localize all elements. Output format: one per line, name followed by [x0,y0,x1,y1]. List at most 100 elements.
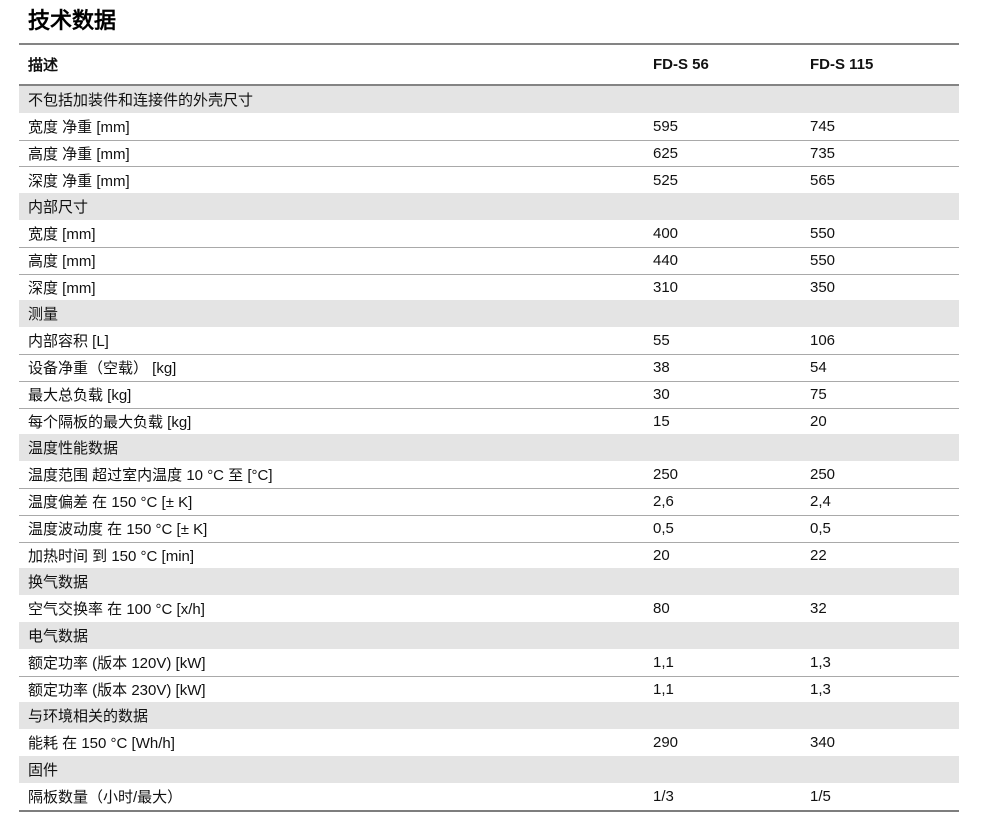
row-label: 温度偏差 在 150 °C [± K] [28,494,193,512]
table-row: 内部容积 [L] 55 106 [19,327,959,354]
table-row: 额定功率 (版本 120V) [kW] 1,1 1,3 [19,649,959,676]
section-row: 固件 [19,755,959,783]
row-label: 最大总负载 [kg] [28,387,132,405]
row-label: 空气交换率 在 100 °C [x/h] [28,601,205,619]
row-label: 每个隔板的最大负载 [kg] [28,413,192,431]
value-fds115: 340 [810,734,836,752]
table-row: 空气交换率 在 100 °C [x/h] 80 32 [19,595,959,622]
value-fds115: 1,3 [810,680,831,698]
table-row: 宽度 净重 [mm] 595 745 [19,113,959,140]
row-label: 内部容积 [L] [28,333,109,351]
row-label: 设备净重（空载） [kg] [28,360,177,378]
row-label: 额定功率 (版本 120V) [kW] [28,654,206,672]
value-fds115: 54 [810,359,827,377]
column-header-fds56: FD-S 56 [653,56,709,73]
table-row: 最大总负载 [kg] 30 75 [19,380,959,408]
value-fds56: 20 [653,546,670,564]
value-fds115: 75 [810,386,827,404]
value-fds56: 290 [653,734,679,752]
section-row: 电气数据 [19,621,959,649]
row-label: 温度范围 超过室内温度 10 °C 至 [°C] [28,467,273,485]
value-fds115: 565 [810,171,836,189]
value-fds56: 1,1 [653,653,674,671]
value-fds56: 1/3 [653,787,674,805]
value-fds56: 440 [653,252,679,270]
row-label: 高度 [mm] [28,253,96,271]
value-fds115: 1,3 [810,653,831,671]
section-label: 电气数据 [28,627,89,645]
table-row: 宽度 [mm] 400 550 [19,220,959,247]
value-fds56: 1,1 [653,680,674,698]
section-row: 测量 [19,300,959,328]
table-header-row: 描述 FD-S 56 FD-S 115 [19,43,959,86]
section-label: 温度性能数据 [28,440,119,458]
column-header-fds115: FD-S 115 [810,56,874,73]
row-label: 深度 [mm] [28,279,96,297]
value-fds115: 1/5 [810,787,831,805]
value-fds56: 80 [653,600,670,618]
section-label: 内部尺寸 [28,199,89,217]
value-fds115: 2,4 [810,493,831,511]
row-label: 能耗 在 150 °C [Wh/h] [28,735,175,753]
value-fds115: 0,5 [810,520,831,538]
row-label: 宽度 净重 [mm] [28,118,130,136]
row-label: 温度波动度 在 150 °C [± K] [28,521,208,539]
row-label: 加热时间 到 150 °C [min] [28,547,195,565]
section-label: 固件 [28,761,59,779]
value-fds56: 55 [653,332,670,350]
table-row: 温度波动度 在 150 °C [± K] 0,5 0,5 [19,514,959,542]
value-fds56: 2,6 [653,493,674,511]
value-fds56: 250 [653,466,679,484]
section-label: 与环境相关的数据 [28,708,149,726]
row-label: 高度 净重 [mm] [28,145,130,163]
value-fds115: 106 [810,332,836,350]
value-fds56: 400 [653,224,679,242]
table-row: 高度 净重 [mm] 625 735 [19,139,959,167]
value-fds115: 22 [810,546,827,564]
table-row: 隔板数量（小时/最大） 1/3 1/5 [19,783,959,810]
table-row: 能耗 在 150 °C [Wh/h] 290 340 [19,729,959,756]
value-fds56: 595 [653,117,679,135]
section-label: 测量 [28,306,59,324]
table-body: 不包括加装件和连接件的外壳尺寸 宽度 净重 [mm] 595 745 高度 净重 [mm… [19,86,959,812]
table-row: 加热时间 到 150 °C [min] 20 22 [19,541,959,569]
value-fds115: 250 [810,466,836,484]
row-label: 隔板数量（小时/最大） [28,788,183,806]
value-fds115: 350 [810,278,836,296]
section-row: 内部尺寸 [19,193,959,220]
section-row: 温度性能数据 [19,434,959,462]
row-label: 宽度 [mm] [28,225,96,243]
table-row: 额定功率 (版本 230V) [kW] 1,1 1,3 [19,675,959,703]
value-fds56: 30 [653,386,670,404]
table-row: 设备净重（空载） [kg] 38 54 [19,353,959,381]
section-row: 换气数据 [19,568,959,596]
value-fds115: 20 [810,412,827,430]
row-label: 深度 净重 [mm] [28,172,130,190]
table-row: 每个隔板的最大负载 [kg] 15 20 [19,407,959,435]
value-fds56: 38 [653,359,670,377]
technical-data-table: 描述 FD-S 56 FD-S 115 不包括加装件和连接件的外壳尺寸 宽度 净重… [19,43,959,812]
table-row: 温度偏差 在 150 °C [± K] 2,6 2,4 [19,487,959,515]
value-fds56: 0,5 [653,520,674,538]
row-label: 额定功率 (版本 230V) [kW] [28,681,206,699]
value-fds115: 550 [810,252,836,270]
value-fds115: 745 [810,117,836,135]
value-fds115: 735 [810,144,836,162]
page-title: 技术数据 [28,8,117,33]
column-header-description: 描述 [28,57,59,74]
value-fds56: 625 [653,144,679,162]
value-fds56: 310 [653,278,679,296]
section-label: 不包括加装件和连接件的外壳尺寸 [28,91,254,109]
value-fds56: 15 [653,412,670,430]
section-row: 与环境相关的数据 [19,702,959,730]
section-label: 换气数据 [28,574,89,592]
value-fds115: 550 [810,224,836,242]
value-fds115: 32 [810,600,827,618]
table-row: 高度 [mm] 440 550 [19,246,959,274]
table-row: 深度 [mm] 310 350 [19,273,959,301]
value-fds56: 525 [653,171,679,189]
table-row: 深度 净重 [mm] 525 565 [19,166,959,193]
table-row: 温度范围 超过室内温度 10 °C 至 [°C] 250 250 [19,461,959,488]
section-row: 不包括加装件和连接件的外壳尺寸 [19,86,959,113]
